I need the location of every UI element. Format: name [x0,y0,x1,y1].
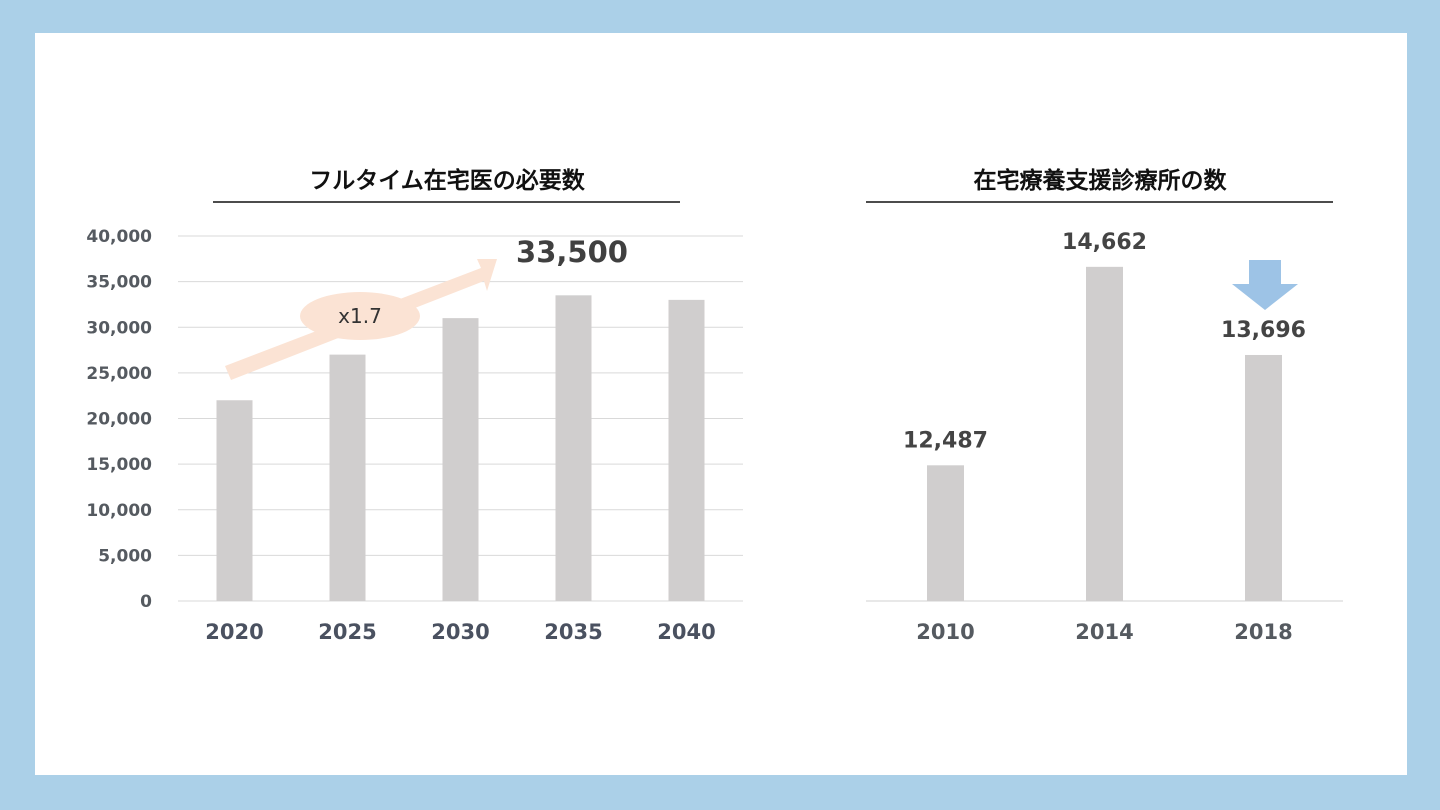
y-tick-label: 10,000 [86,501,152,521]
y-tick-label: 5,000 [98,546,152,566]
chart-right-x-axis: 2010 2014 2018 [916,620,1292,644]
y-tick-label: 25,000 [86,364,152,384]
x-tick-label: 2035 [544,620,602,644]
bar [442,318,479,601]
x-tick-label: 2010 [916,620,974,644]
growth-arrow: x1.7 [225,259,497,380]
growth-ellipse [300,292,420,340]
bar [668,299,705,601]
slide-canvas: フルタイム在宅医の必要数 0 5,000 10,000 15,000 20,000 25,… [35,33,1407,775]
bar [1086,266,1123,601]
chart-right-title: 在宅療養支援診療所の数 [974,167,1228,194]
x-tick-label: 2030 [431,620,489,644]
x-tick-label: 2040 [657,620,715,644]
bar [555,295,592,601]
chart-left-bars [216,295,705,601]
y-tick-label: 15,000 [86,455,152,475]
x-tick-label: 2025 [318,620,376,644]
chart-left-y-axis: 0 5,000 10,000 15,000 20,000 25,000 30,000 35,0… [86,227,152,612]
x-tick-label: 2018 [1234,620,1292,644]
x-tick-label: 2020 [205,620,263,644]
chart-right-data-labels: 12,487 14,662 13,696 [903,230,1306,453]
data-label: 13,696 [1221,318,1306,343]
bar [216,400,253,601]
charts-svg: フルタイム在宅医の必要数 0 5,000 10,000 15,000 20,000 25,… [86,167,1343,644]
x-tick-label: 2014 [1075,620,1133,644]
bar [329,354,366,601]
chart-right-bars [927,266,1282,601]
growth-label: x1.7 [338,304,382,328]
data-label: 14,662 [1062,230,1147,255]
y-tick-label: 35,000 [86,273,152,293]
chart-left-title: フルタイム在宅医の必要数 [309,167,586,194]
y-tick-label: 20,000 [86,410,152,430]
chart-left-x-axis: 2020 2025 2030 2035 2040 [205,620,715,644]
chart-left: フルタイム在宅医の必要数 0 5,000 10,000 15,000 20,000 25,… [86,167,743,644]
y-tick-label: 30,000 [86,318,152,338]
bar [1245,354,1282,601]
down-arrow-icon [1232,260,1298,310]
y-tick-label: 40,000 [86,227,152,247]
data-label: 12,487 [903,428,988,453]
bar [927,465,964,601]
peak-label: 33,500 [516,235,628,269]
y-tick-label: 0 [140,592,152,612]
